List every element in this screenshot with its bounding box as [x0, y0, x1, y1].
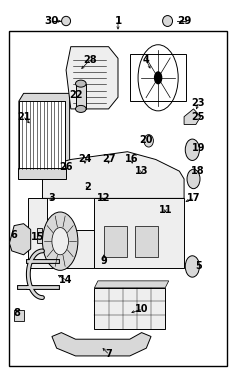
Text: 8: 8: [13, 308, 20, 318]
Text: 2: 2: [84, 182, 91, 192]
Text: 18: 18: [191, 166, 205, 176]
Ellipse shape: [185, 256, 199, 277]
Circle shape: [52, 228, 68, 255]
Polygon shape: [9, 224, 31, 255]
Bar: [14, 310, 24, 321]
Text: 10: 10: [135, 304, 148, 314]
Text: 29: 29: [177, 16, 191, 26]
Polygon shape: [184, 109, 201, 124]
Polygon shape: [94, 198, 184, 268]
Text: 9: 9: [101, 256, 107, 266]
Ellipse shape: [185, 139, 199, 161]
Text: 13: 13: [135, 166, 148, 176]
Bar: [37, 228, 42, 243]
Polygon shape: [42, 152, 184, 198]
Text: 20: 20: [139, 135, 153, 145]
Circle shape: [42, 212, 78, 270]
Bar: [135, 226, 158, 257]
Text: 15: 15: [31, 232, 45, 242]
Text: 23: 23: [191, 98, 205, 108]
Bar: [130, 54, 186, 101]
Bar: [19, 101, 65, 169]
Bar: [9, 31, 227, 366]
Text: 30: 30: [45, 16, 59, 26]
Text: 12: 12: [97, 193, 111, 203]
Ellipse shape: [76, 80, 86, 87]
Text: 16: 16: [125, 154, 139, 165]
Ellipse shape: [76, 105, 86, 112]
Bar: [76, 84, 86, 109]
Text: 6: 6: [11, 230, 17, 240]
Text: 25: 25: [191, 112, 205, 122]
Ellipse shape: [163, 16, 173, 26]
Text: 26: 26: [59, 162, 73, 172]
Text: 19: 19: [191, 143, 205, 153]
Text: 27: 27: [102, 154, 115, 165]
Polygon shape: [19, 93, 70, 169]
Text: 11: 11: [158, 205, 172, 215]
Bar: [104, 226, 127, 257]
Text: 7: 7: [105, 349, 112, 359]
Text: 3: 3: [49, 193, 55, 203]
Polygon shape: [52, 333, 151, 356]
Text: 24: 24: [78, 154, 92, 165]
Text: 22: 22: [69, 90, 82, 100]
Text: 1: 1: [114, 16, 122, 26]
Ellipse shape: [62, 16, 71, 26]
Polygon shape: [94, 281, 169, 288]
Text: 14: 14: [59, 275, 73, 285]
Ellipse shape: [187, 169, 200, 189]
Bar: [94, 288, 165, 329]
Text: 17: 17: [187, 193, 200, 203]
Text: 5: 5: [195, 261, 202, 272]
Circle shape: [155, 72, 162, 84]
Text: 21: 21: [17, 112, 30, 122]
Ellipse shape: [144, 135, 153, 147]
Polygon shape: [66, 47, 118, 109]
Polygon shape: [28, 198, 94, 268]
Bar: [18, 168, 66, 179]
Text: 28: 28: [83, 55, 97, 65]
Text: 4: 4: [143, 55, 150, 65]
